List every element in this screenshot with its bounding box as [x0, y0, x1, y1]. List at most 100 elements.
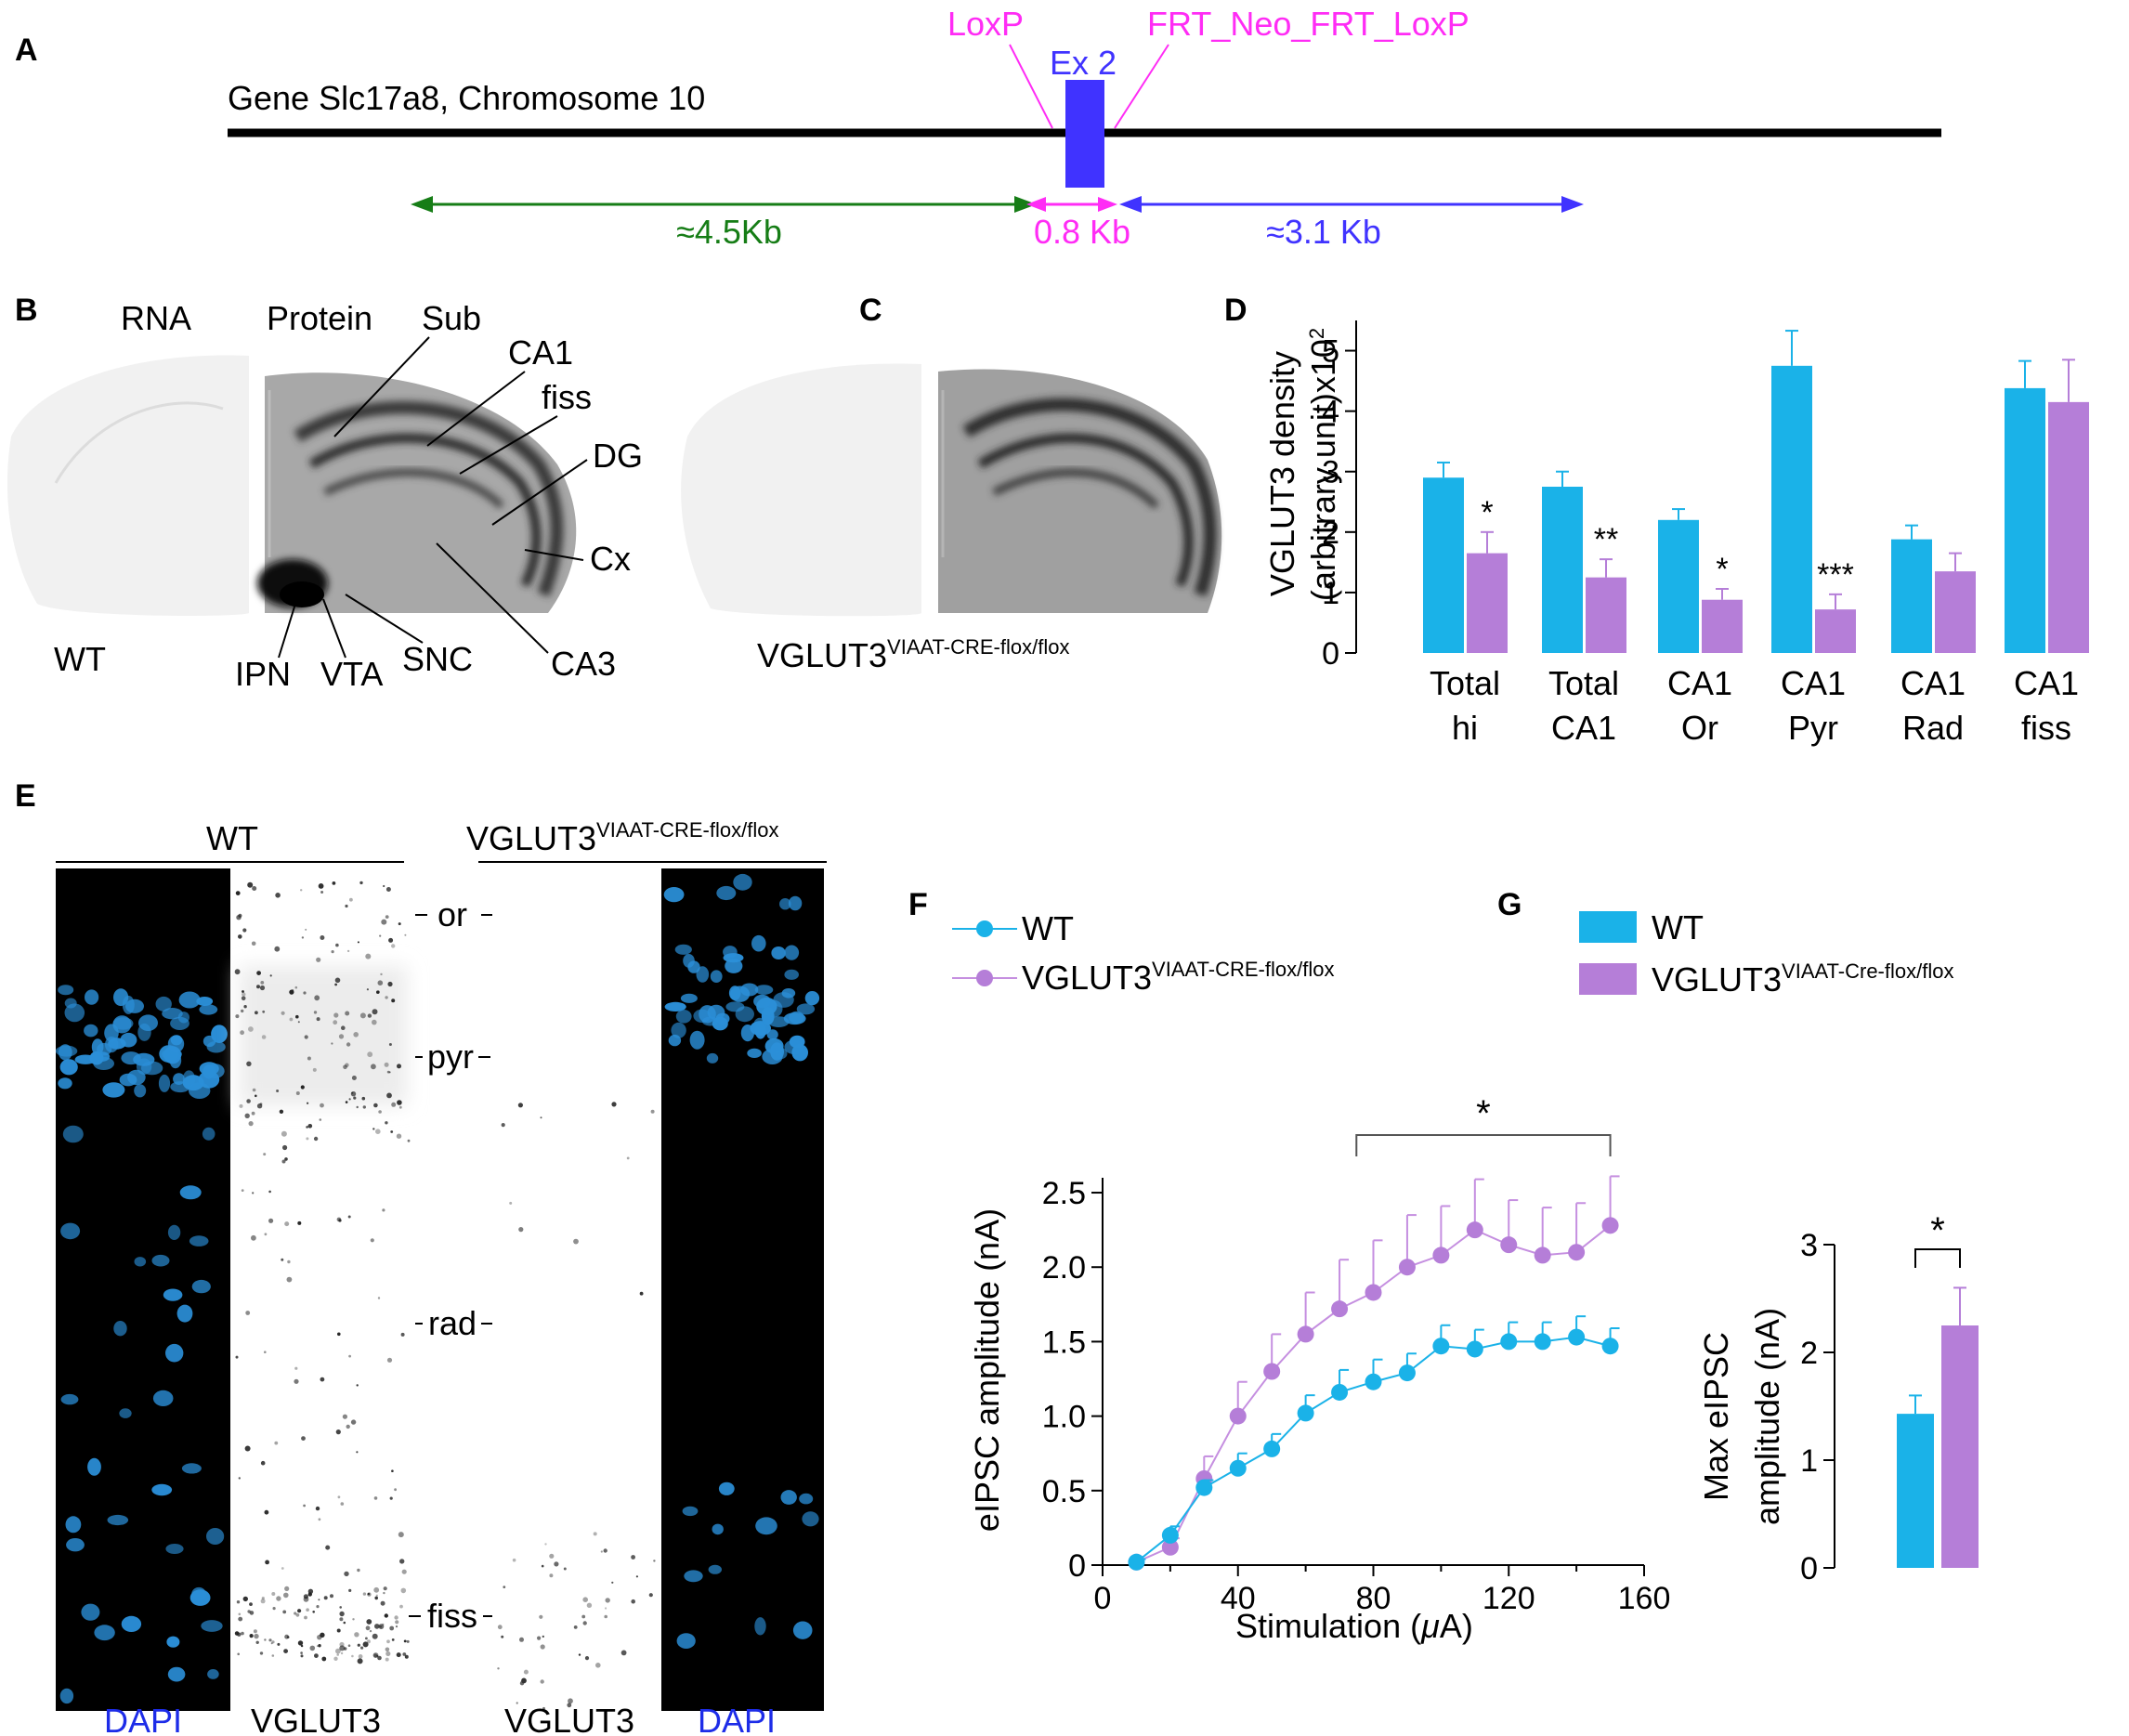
g-ytick-label: 2 [1800, 1336, 1818, 1371]
d-bar-wt [1771, 365, 1812, 653]
vglut3-punctum [366, 988, 369, 991]
vglut3-punctum [244, 1113, 250, 1119]
dapi-nucleus [165, 1343, 184, 1363]
vglut3-punctum [342, 1414, 347, 1419]
d-ylabel-line1: VGLUT3 density [1263, 351, 1301, 596]
vglut3-punctum [542, 1635, 544, 1638]
vglut3-punctum [373, 1496, 378, 1500]
dapi-wt-nuclei [55, 985, 228, 1704]
vglut3-punctum [264, 1638, 267, 1641]
vglut3-punctum [260, 1599, 266, 1604]
d-ytick-label: 0 [1322, 636, 1339, 672]
vglut3-punctum [516, 1702, 518, 1704]
e-genotype-main: VGLUT3 [466, 819, 596, 857]
vglut3-punctum [581, 1614, 586, 1619]
dapi-nucleus [162, 1008, 183, 1020]
vglut3-punctum [540, 1116, 542, 1119]
vglut3-punctum [372, 1128, 375, 1130]
vglut3-punctum [238, 1477, 241, 1480]
vglut3-punctum [331, 1042, 333, 1045]
dapi-nucleus [718, 1481, 735, 1495]
vglut3-punctum [269, 974, 272, 977]
panel-letter-e: E [15, 778, 36, 814]
dapi-nucleus [664, 1001, 686, 1012]
vglut3-punctum [359, 1012, 366, 1019]
arrow-mid-head-l [1026, 197, 1046, 212]
vglut3-punctum [314, 995, 320, 1001]
vglut3-punctum [346, 949, 350, 953]
f-legend-ko-marker [976, 970, 993, 986]
vglut3-punctum [315, 1506, 320, 1511]
dapi-nucleus [163, 1288, 183, 1301]
dapi-nucleus [771, 946, 786, 959]
vglut3-punctum [338, 1219, 342, 1222]
vglut3-punctum [320, 1377, 325, 1382]
dapi-nucleus [802, 1511, 819, 1527]
vglut3-punctum [375, 1594, 378, 1597]
vglut3-punctum [304, 1035, 308, 1039]
vglut3-punctum [312, 1067, 317, 1072]
vglut3-punctum [283, 1592, 289, 1599]
dapi-nucleus [179, 1185, 202, 1200]
vglut3-punctum [238, 1612, 242, 1616]
d-bar-wt [1542, 487, 1583, 653]
vglut3-punctum [351, 1076, 357, 1080]
dapi-nucleus [89, 1051, 104, 1065]
vglut3-punctum [236, 1600, 241, 1604]
g-significance-bracket [1914, 1248, 1961, 1268]
f-point-wt [1128, 1553, 1145, 1571]
f-legend-wt-label: WT [1022, 909, 1074, 947]
dapi-nucleus [211, 1025, 228, 1043]
vglut3-punctum [398, 1532, 404, 1538]
f-point-wt [1500, 1333, 1518, 1351]
vglut3-punctum [312, 1611, 316, 1613]
vglut3-punctum [386, 1357, 393, 1363]
dapi-nucleus [121, 1051, 141, 1065]
vglut3-punctum [264, 1509, 269, 1515]
e-wt-label: WT [206, 819, 258, 857]
genotype-main-c: VGLUT3 [757, 636, 887, 674]
vglut3-punctum [316, 1017, 320, 1022]
layer-ticks [409, 914, 492, 1617]
dapi-nucleus [202, 1127, 216, 1141]
dapi-nucleus [107, 1514, 129, 1526]
vglut3-punctum [321, 1656, 327, 1662]
f-significance-bracket [1355, 1134, 1612, 1156]
f-point-wt [1568, 1328, 1586, 1346]
vglut3-punctum [391, 999, 396, 1003]
vglut3-punctum [247, 881, 254, 888]
vglut3-punctum [350, 1419, 357, 1425]
vglut3-punctum [268, 1190, 271, 1194]
vglut3-punctum [388, 1043, 392, 1046]
f-ytick-label: 1.0 [1042, 1400, 1086, 1435]
dapi-nucleus [91, 1038, 104, 1055]
vglut3-punctum [259, 985, 266, 991]
vglut3-punctum [236, 915, 242, 920]
vglut3-punctum [400, 1587, 407, 1594]
dapi-nucleus [789, 1035, 805, 1049]
d-significance: ** [1594, 522, 1618, 557]
dapi-nucleus [754, 985, 774, 995]
d-bar-ko [1586, 577, 1626, 653]
vglut3-punctum [549, 1553, 555, 1559]
vglut3-punctum [381, 919, 387, 925]
dapi-nucleus [733, 873, 752, 891]
vglut3-punctum [245, 1311, 251, 1315]
dapi-nucleus [206, 1528, 225, 1545]
vglut3-punctum [371, 1064, 376, 1070]
vglut3-punctum [391, 944, 396, 948]
dapi-nucleus [151, 1254, 170, 1267]
vglut3-punctum [277, 1642, 281, 1646]
d-bar-ko [1815, 609, 1856, 653]
d-ylabel-line2: (arbitrary unit)x102 [1304, 328, 1342, 601]
vglut3-punctum [383, 1586, 387, 1591]
dapi-nucleus [684, 1570, 703, 1583]
panel-c-brain-images: VGLUT3VIAAT-CRE-flox/flox [681, 363, 1222, 674]
dapi-nucleus [189, 1589, 211, 1606]
e-genotype-sup: VIAAT-CRE-flox/flox [596, 818, 778, 842]
vglut3-punctum [395, 1620, 399, 1625]
dapi-ko-nuclei [663, 873, 820, 1649]
panel-letter-d: D [1224, 293, 1247, 328]
vglut3-punctum [320, 891, 324, 894]
vglut3-punctum [242, 1596, 248, 1602]
